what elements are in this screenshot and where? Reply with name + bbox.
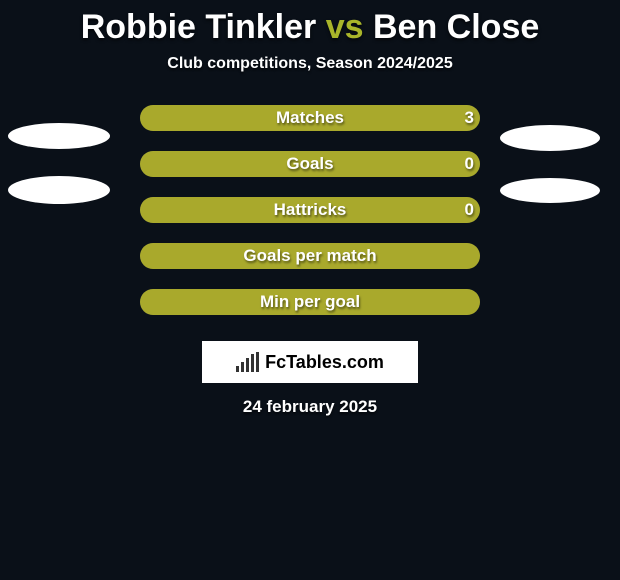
- player-marker-left: [8, 123, 110, 149]
- comparison-title: Robbie Tinkler vs Ben Close: [0, 0, 620, 47]
- date-text: 24 february 2025: [0, 397, 620, 417]
- logo-box: FcTables.com: [202, 341, 418, 383]
- player-marker-right: [500, 178, 600, 203]
- subtitle: Club competitions, Season 2024/2025: [0, 55, 620, 73]
- player1-name: Robbie Tinkler: [81, 8, 317, 46]
- bar-value: 3: [140, 105, 474, 131]
- chart-icon: [236, 352, 259, 372]
- player-marker-right: [500, 125, 600, 151]
- logo-text: FcTables.com: [265, 352, 384, 373]
- stat-row: Min per goal: [0, 289, 620, 335]
- stat-row: Hattricks0: [0, 197, 620, 243]
- player2-name: Ben Close: [373, 8, 539, 46]
- bar-label: Goals per match: [140, 243, 480, 269]
- vs-text: vs: [326, 8, 364, 46]
- bar-value: 0: [140, 151, 474, 177]
- bar-value: 0: [140, 197, 474, 223]
- bar-label: Min per goal: [140, 289, 480, 315]
- stat-row: Goals per match: [0, 243, 620, 289]
- player-marker-left: [8, 176, 110, 204]
